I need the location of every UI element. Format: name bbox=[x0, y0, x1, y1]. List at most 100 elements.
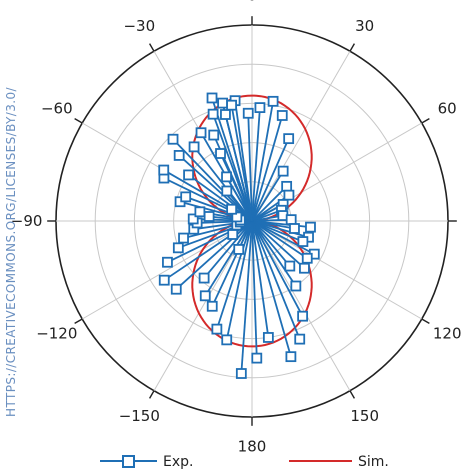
angle-tick bbox=[148, 390, 155, 399]
exp-point bbox=[207, 108, 219, 120]
exp-spoke bbox=[251, 101, 274, 222]
exp-spoke bbox=[224, 114, 253, 222]
exp-point bbox=[217, 97, 229, 109]
exp-point bbox=[158, 164, 170, 176]
exp-point bbox=[305, 221, 316, 233]
exp-series bbox=[158, 92, 320, 379]
exp-point bbox=[206, 300, 218, 312]
exp-point bbox=[277, 165, 289, 177]
exp-spoke bbox=[251, 107, 261, 222]
exp-point bbox=[297, 310, 309, 322]
exp-point bbox=[283, 133, 295, 145]
exp-spoke bbox=[240, 220, 253, 374]
exp-point bbox=[285, 214, 297, 226]
exp-spoke bbox=[251, 220, 258, 359]
angle-tick bbox=[349, 390, 356, 399]
exp-point bbox=[203, 211, 215, 222]
exp-point bbox=[297, 236, 309, 247]
exp-point bbox=[299, 262, 310, 274]
grid-spoke bbox=[251, 220, 351, 391]
legend-item-sim: Sim. bbox=[289, 454, 389, 469]
exp-point bbox=[285, 351, 297, 363]
grid-spoke bbox=[251, 220, 422, 320]
exp-spoke bbox=[175, 220, 253, 290]
exp-spoke bbox=[251, 220, 308, 260]
exp-point bbox=[162, 256, 173, 268]
exp-point bbox=[173, 150, 185, 161]
exp-point bbox=[172, 242, 184, 254]
exp-point bbox=[290, 280, 302, 292]
license-watermark-text: HTTPS://CREATIVECOMMONS.ORG/LICENSES/BY/… bbox=[4, 87, 18, 417]
angle-tick bbox=[421, 117, 430, 124]
grid-spoke bbox=[251, 51, 351, 222]
exp-spoke bbox=[230, 105, 253, 222]
exp-spoke bbox=[251, 220, 315, 255]
exp-point bbox=[167, 133, 179, 145]
exp-spoke bbox=[251, 185, 288, 222]
exp-point bbox=[226, 99, 237, 111]
exp-point bbox=[221, 171, 232, 183]
exp-spoke bbox=[203, 220, 253, 279]
exp-point bbox=[267, 95, 279, 107]
exp-point bbox=[262, 332, 274, 343]
angle-label: 30 bbox=[355, 17, 374, 35]
angle-tick bbox=[74, 318, 83, 325]
exp-spoke bbox=[251, 138, 290, 222]
exp-point bbox=[198, 272, 210, 284]
exp-point bbox=[187, 213, 199, 225]
angular-ticks: 0306090120150180−150−120−90−60−30 bbox=[11, 0, 468, 455]
exp-point bbox=[194, 206, 206, 218]
angle-label: −90 bbox=[11, 212, 43, 230]
exp-point bbox=[206, 92, 218, 104]
angle-label: −120 bbox=[36, 325, 77, 343]
angle-tick bbox=[148, 43, 155, 52]
exp-spoke bbox=[216, 220, 253, 330]
angle-label: 180 bbox=[238, 437, 267, 455]
exp-point bbox=[251, 352, 263, 364]
exp-point bbox=[294, 333, 306, 345]
exp-spoke bbox=[251, 220, 297, 287]
exp-point bbox=[221, 185, 233, 197]
exp-spoke bbox=[251, 220, 270, 338]
legend-exp-marker bbox=[122, 455, 135, 468]
exp-spoke bbox=[251, 220, 301, 340]
angle-label: 60 bbox=[438, 99, 457, 117]
exp-point bbox=[242, 107, 254, 119]
exp-spoke bbox=[178, 154, 253, 222]
exp-point bbox=[178, 232, 189, 244]
exp-point bbox=[276, 110, 288, 121]
angle-label: 0 bbox=[247, 0, 257, 5]
exp-spoke bbox=[211, 220, 253, 307]
angle-tick bbox=[421, 318, 430, 325]
exp-point bbox=[283, 189, 295, 201]
legend-sim-label: Sim. bbox=[358, 454, 389, 469]
exp-point bbox=[158, 274, 170, 286]
exp-point bbox=[220, 109, 231, 120]
angle-label: −60 bbox=[41, 99, 73, 117]
angle-label: −150 bbox=[119, 407, 160, 425]
legend: Exp. Sim. bbox=[100, 454, 389, 469]
exp-point bbox=[233, 244, 245, 255]
exp-point bbox=[289, 223, 300, 234]
angle-label: −30 bbox=[123, 17, 155, 35]
angle-label: 150 bbox=[350, 407, 379, 425]
exp-spoke bbox=[247, 113, 253, 222]
legend-exp-label: Exp. bbox=[163, 454, 193, 469]
exp-point bbox=[235, 368, 247, 379]
exp-point bbox=[226, 203, 238, 215]
exp-spoke bbox=[251, 220, 292, 357]
exp-spoke bbox=[251, 170, 284, 222]
grid-spoke bbox=[82, 220, 253, 320]
exp-spoke bbox=[251, 220, 306, 269]
angle-label: 120 bbox=[433, 325, 462, 343]
exp-point bbox=[227, 229, 239, 240]
exp-point bbox=[208, 129, 220, 141]
exp-point bbox=[215, 148, 226, 159]
exp-spoke bbox=[251, 220, 309, 239]
exp-point bbox=[301, 252, 313, 264]
exp-point bbox=[170, 283, 182, 295]
exp-spoke bbox=[251, 220, 304, 317]
exp-spoke bbox=[225, 220, 253, 341]
exp-spoke bbox=[251, 220, 304, 243]
